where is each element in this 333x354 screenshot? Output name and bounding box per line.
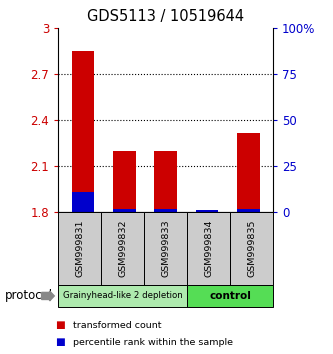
Bar [237, 209, 260, 212]
Bar [113, 151, 136, 212]
Text: GSM999831: GSM999831 [75, 220, 84, 278]
Text: GSM999833: GSM999833 [161, 220, 170, 278]
Bar [195, 210, 218, 212]
Bar [72, 193, 95, 212]
Text: transformed count: transformed count [73, 321, 162, 330]
Bar [154, 151, 177, 212]
Text: GSM999835: GSM999835 [247, 220, 256, 278]
Title: GDS5113 / 10519644: GDS5113 / 10519644 [87, 9, 244, 24]
Bar [72, 51, 95, 212]
Bar [154, 209, 177, 212]
Text: protocol: protocol [5, 290, 53, 302]
Text: control: control [209, 291, 251, 301]
Text: GSM999832: GSM999832 [118, 220, 127, 278]
Text: GSM999834: GSM999834 [204, 220, 213, 278]
Bar [113, 209, 136, 212]
Text: ■: ■ [55, 320, 65, 330]
Text: percentile rank within the sample: percentile rank within the sample [73, 338, 233, 347]
Bar [237, 133, 260, 212]
Text: Grainyhead-like 2 depletion: Grainyhead-like 2 depletion [63, 291, 182, 301]
Text: ■: ■ [55, 337, 65, 347]
